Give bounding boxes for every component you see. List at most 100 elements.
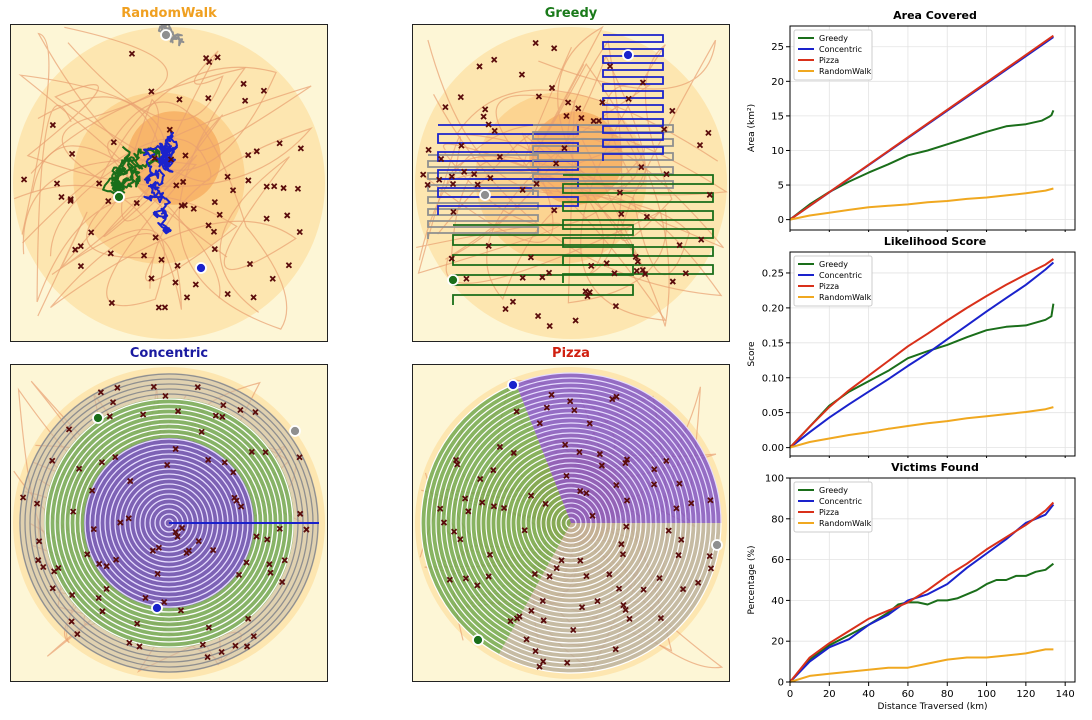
series-line-concentric: [789, 261, 1055, 449]
victim-marker: [205, 94, 212, 102]
victim-marker: [485, 121, 492, 128]
pizza-arc: [455, 415, 529, 625]
victim-marker: [612, 646, 619, 653]
victim-marker: [442, 104, 449, 111]
victim-marker: [278, 578, 286, 586]
victim-marker: [297, 510, 304, 517]
victim-marker: [641, 270, 649, 278]
victim-marker: [623, 523, 630, 530]
victim-marker: [112, 556, 120, 563]
victim-marker: [107, 250, 114, 257]
victim-marker: [564, 659, 571, 666]
pizza-arc: [532, 522, 652, 604]
pizza-arc: [505, 522, 707, 659]
pizza-arc: [560, 513, 568, 533]
series-line-greedy: [789, 110, 1055, 221]
agent-marker: [622, 49, 634, 61]
victim-marker: [477, 475, 484, 483]
victim-marker: [533, 180, 540, 187]
victim-marker: [134, 620, 141, 627]
victim-marker: [237, 503, 245, 510]
pizza-arc: [450, 410, 528, 629]
victim-marker: [663, 170, 670, 178]
victim-marker: [527, 254, 535, 261]
victim-marker: [563, 112, 570, 120]
victim-marker: [487, 174, 494, 182]
pizza-arc: [565, 522, 582, 534]
pizza-arc: [527, 522, 662, 614]
victim-marker: [448, 255, 455, 262]
victim-marker: [599, 99, 606, 106]
victim-marker: [616, 189, 624, 196]
agent-marker: [195, 262, 207, 274]
victim-marker: [626, 615, 633, 623]
victim-marker: [136, 643, 143, 650]
map-title-pizza: Pizza: [552, 346, 590, 361]
victim-marker: [206, 58, 213, 66]
victim-marker: [448, 173, 455, 180]
victim-marker: [622, 459, 629, 467]
victim-marker: [267, 569, 274, 576]
pizza-arc: [520, 475, 553, 568]
victim-marker: [479, 499, 486, 506]
victim-marker: [618, 210, 625, 218]
victim-marker: [545, 269, 553, 276]
victim-marker: [669, 107, 676, 115]
victim-marker: [88, 487, 96, 494]
x-tick-label: 60: [902, 689, 915, 700]
victim-marker: [482, 106, 489, 113]
victim-marker: [166, 126, 173, 133]
victim-marker: [250, 633, 257, 640]
victim-marker: [678, 536, 685, 543]
agent-marker: [113, 191, 125, 203]
y-tick-label: 0.25: [762, 268, 784, 279]
victim-marker: [558, 557, 565, 564]
victim-marker: [575, 105, 582, 112]
pizza-arc: [550, 467, 627, 524]
map-title-concentric: Concentric: [129, 346, 209, 361]
pizza-arc: [505, 462, 548, 581]
victim-marker: [105, 197, 112, 205]
victim-marker: [546, 322, 553, 330]
victim-marker: [542, 500, 549, 507]
victim-marker: [103, 563, 110, 570]
victim-marker: [195, 538, 202, 545]
victim-marker: [613, 393, 620, 400]
victim-marker: [177, 607, 185, 614]
pizza-arc: [567, 512, 582, 524]
victim-marker: [539, 597, 546, 605]
victim-marker: [437, 505, 444, 512]
victim-marker: [260, 87, 268, 94]
victim-marker: [246, 260, 254, 268]
pizza-arc: [540, 494, 561, 550]
y-axis-label: Area (km²): [747, 104, 757, 152]
victim-marker: [437, 155, 445, 163]
victim-marker: [594, 598, 601, 605]
victim-marker: [706, 191, 713, 198]
x-tick-label: 80: [941, 689, 954, 700]
map-greedy: [412, 24, 730, 342]
victim-marker: [245, 177, 252, 184]
victim-marker: [612, 303, 620, 310]
victim-marker: [570, 626, 577, 634]
victim-marker: [297, 145, 305, 152]
map-randomwalk: [10, 24, 328, 342]
victim-marker: [507, 617, 514, 625]
legend-label: Pizza: [819, 508, 839, 517]
y-tick-label: 0: [778, 215, 784, 226]
victim-marker: [253, 148, 260, 155]
legend-label: RandomWalk: [819, 519, 872, 528]
victim-marker: [548, 84, 556, 92]
pizza-arc: [435, 396, 522, 642]
y-tick-label: 80: [771, 514, 784, 525]
victim-marker: [661, 126, 668, 133]
series-line-greedy: [789, 562, 1055, 683]
victim-marker: [510, 449, 517, 457]
victim-marker: [577, 487, 584, 495]
victim-marker: [449, 180, 457, 188]
victim-marker: [65, 426, 73, 433]
pizza-arc: [498, 522, 722, 674]
victim-marker: [465, 508, 472, 515]
pizza-arc: [546, 522, 622, 574]
agent-marker: [472, 634, 484, 646]
